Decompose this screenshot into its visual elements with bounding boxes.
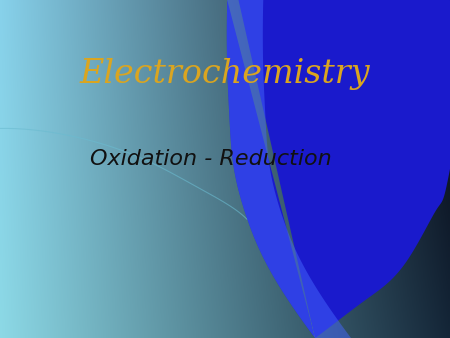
Polygon shape	[227, 0, 450, 338]
Polygon shape	[227, 0, 351, 338]
Text: Electrochemistry: Electrochemistry	[80, 58, 370, 90]
Text: Oxidation - Reduction: Oxidation - Reduction	[90, 149, 332, 169]
